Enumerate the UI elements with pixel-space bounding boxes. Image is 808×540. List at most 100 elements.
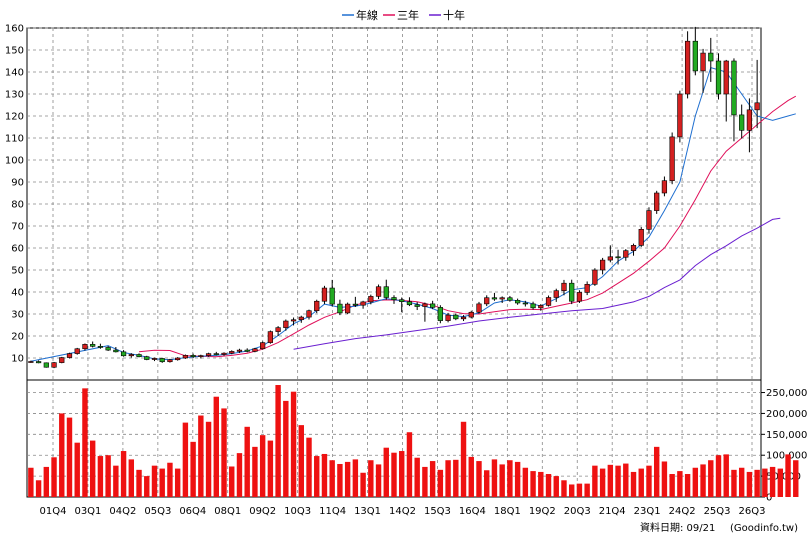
volume-bar	[329, 460, 335, 497]
volume-bar	[337, 463, 343, 497]
volume-tick-label: 50,000	[766, 472, 801, 483]
x-tick-label: 03Q1	[74, 506, 101, 517]
candle-body	[283, 320, 289, 328]
volume-bar	[120, 451, 127, 497]
x-tick-label: 26Q3	[739, 506, 766, 517]
volume-bar	[484, 470, 490, 497]
volume-bar	[190, 441, 196, 497]
candle-body	[630, 245, 637, 251]
price-tick-label: 90	[11, 178, 24, 189]
volume-bar	[514, 461, 521, 497]
candle-body	[623, 250, 629, 258]
volume-bar	[159, 468, 165, 497]
volume-bar	[28, 467, 34, 497]
volume-bar	[754, 469, 760, 497]
volume-bar	[43, 466, 50, 497]
candle-body	[491, 297, 498, 300]
candle-body	[35, 361, 42, 364]
x-tick-label: 06Q4	[179, 506, 206, 517]
volume-bar	[368, 460, 374, 497]
candle-body	[576, 292, 583, 302]
candle-body	[445, 314, 451, 321]
volume-bar	[74, 442, 80, 497]
x-tick-label: 23Q1	[634, 506, 661, 517]
candle-body	[684, 40, 691, 95]
volume-bar	[198, 415, 204, 497]
volume-bar	[653, 446, 660, 497]
candle-body	[345, 303, 351, 314]
x-tick-label: 20Q3	[564, 506, 591, 517]
candle-body	[314, 300, 320, 311]
legend-label-yearly: 年線	[356, 8, 378, 22]
x-tick-label: 01Q4	[40, 506, 67, 517]
price-tick-label: 80	[11, 200, 24, 211]
volume-bar	[762, 468, 768, 497]
volume-bar	[252, 446, 258, 497]
candle-body	[213, 353, 219, 355]
candle-body	[128, 354, 134, 357]
volume-bar	[638, 468, 644, 497]
candle-body	[538, 305, 544, 309]
volume-bar	[221, 408, 227, 497]
volume-bar	[561, 480, 567, 497]
x-tick-label: 14Q2	[389, 506, 416, 517]
candle-body	[422, 303, 428, 307]
candle-body	[221, 352, 227, 355]
candle-body	[545, 297, 552, 306]
volume-bar	[715, 455, 722, 497]
volume-bar	[406, 432, 413, 497]
volume-bar	[599, 468, 606, 497]
volume-bar	[731, 469, 737, 497]
candle-body	[569, 282, 575, 302]
volume-bar	[607, 464, 614, 497]
volume-bar	[437, 469, 444, 497]
volume-bar	[344, 461, 351, 497]
candle-body	[198, 355, 204, 357]
volume-bar	[769, 466, 776, 497]
candle-body	[715, 60, 722, 95]
candle-body	[453, 314, 459, 320]
candle-body	[167, 359, 173, 363]
volume-bar	[746, 471, 753, 497]
volume-bar	[267, 440, 274, 497]
x-tick-label: 16Q4	[459, 506, 486, 517]
volume-bar	[144, 476, 150, 497]
legend-label-three-year: 三年	[397, 8, 419, 22]
volume-bar	[576, 483, 583, 497]
legend-item-yearly: 年線	[342, 8, 378, 22]
candle-body	[28, 361, 34, 363]
legend-item-three-year: 三年	[383, 8, 419, 22]
candle-body	[190, 355, 196, 357]
candle-body	[476, 303, 482, 313]
candle-body	[460, 316, 467, 320]
candle-body	[229, 351, 235, 354]
price-tick-label: 20	[11, 332, 24, 343]
volume-tick-label: 250,000	[766, 388, 807, 399]
x-tick-label: 15Q3	[424, 506, 451, 517]
volume-bar	[553, 476, 559, 497]
candle-body	[290, 319, 297, 322]
volume-bar	[445, 460, 451, 497]
volume-bar	[661, 461, 668, 497]
candle-body	[561, 282, 567, 291]
x-tick-label: 05Q3	[144, 506, 171, 517]
candle-body	[553, 290, 559, 298]
x-tick-label: 11Q4	[319, 506, 346, 517]
footer-date: 資料日期: 09/21	[640, 521, 715, 534]
volume-bar	[89, 440, 96, 497]
volume-bar	[236, 453, 243, 497]
volume-bar	[229, 466, 235, 497]
price-tick-label: 100	[5, 156, 24, 167]
volume-bar	[592, 465, 598, 497]
candle-body	[66, 353, 73, 358]
volume-bar	[429, 461, 436, 497]
volume-bar	[785, 454, 791, 497]
candle-body	[468, 311, 474, 318]
x-tick-label: 13Q1	[354, 506, 381, 517]
candle-body	[731, 60, 737, 116]
candle-body	[82, 344, 88, 350]
volume-bar	[59, 413, 65, 497]
volume-bar	[530, 471, 536, 497]
candle-body	[530, 303, 536, 309]
volume-bar	[290, 391, 297, 497]
